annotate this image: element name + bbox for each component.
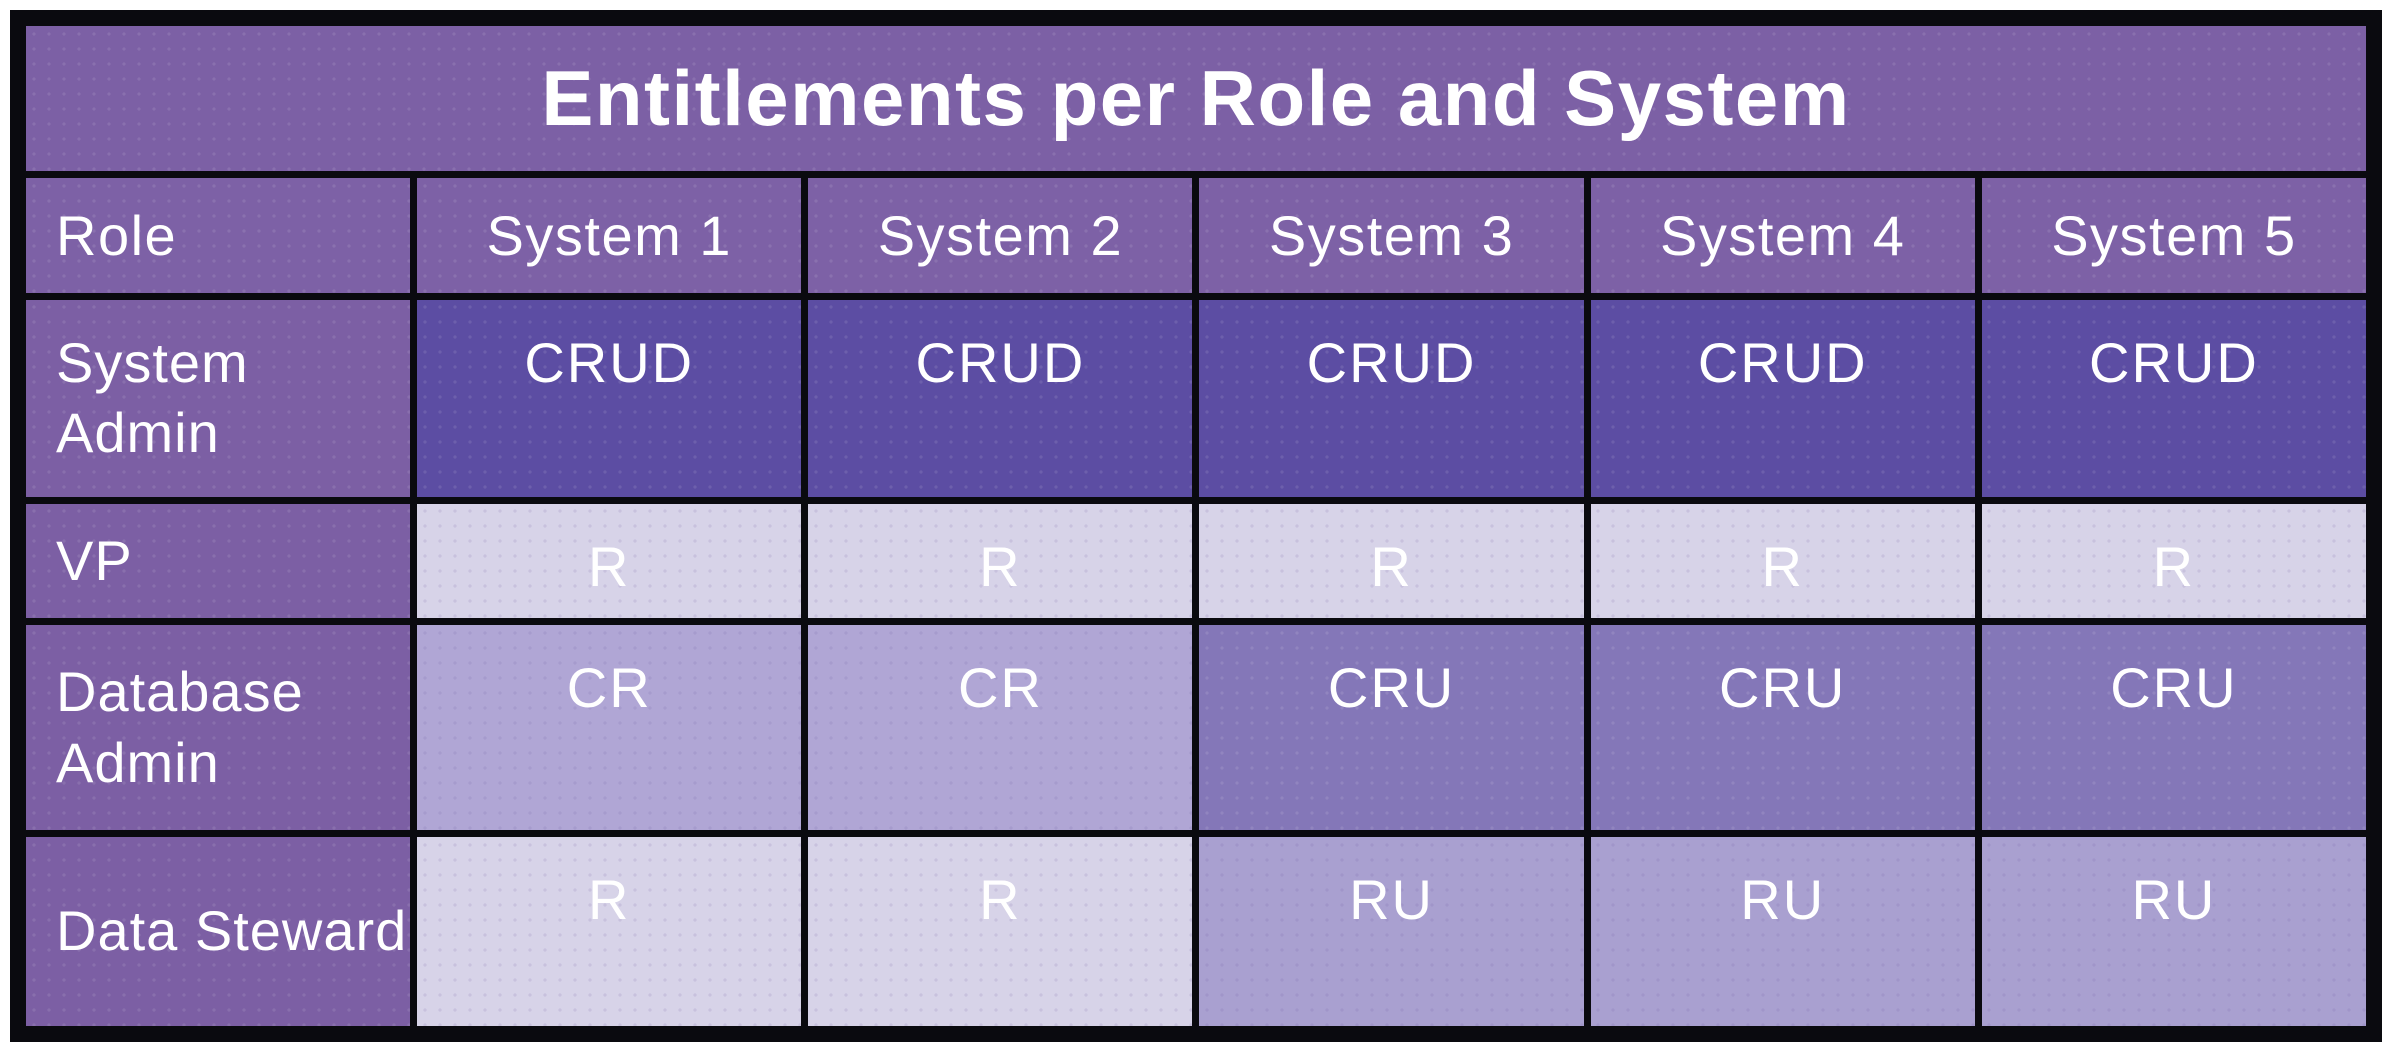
entitlement-cell-data-steward-system-4: RU — [1583, 830, 1982, 1033]
table-row-data-steward: Data Steward R R RU RU RU — [18, 830, 2374, 1033]
entitlement-cell-vp-system-1: R — [410, 496, 809, 626]
role-label-database-admin: Database Admin — [18, 618, 418, 838]
entitlement-cell-vp-system-5: R — [1974, 496, 2374, 626]
column-header-system-5: System 5 — [1974, 171, 2374, 300]
entitlement-cell-data-steward-system-5: RU — [1974, 830, 2374, 1033]
entitlement-cell-database-admin-system-4: CRU — [1583, 618, 1982, 838]
role-label-data-steward: Data Steward — [18, 830, 418, 1033]
entitlement-cell-system-admin-system-4: CRUD — [1583, 292, 1982, 504]
entitlement-cell-database-admin-system-2: CR — [801, 618, 1200, 838]
entitlement-cell-system-admin-system-3: CRUD — [1192, 292, 1591, 504]
column-header-row: Role System 1 System 2 System 3 System 4 Syst… — [18, 171, 2374, 300]
column-header-system-3: System 3 — [1192, 171, 1591, 300]
table-row-database-admin: Database Admin CR CR CRU CRU CRU — [18, 618, 2374, 838]
entitlement-cell-database-admin-system-3: CRU — [1192, 618, 1591, 838]
entitlement-cell-system-admin-system-1: CRUD — [410, 292, 809, 504]
entitlement-cell-system-admin-system-5: CRUD — [1974, 292, 2374, 504]
role-label-system-admin: System Admin — [18, 292, 418, 504]
entitlement-cell-vp-system-2: R — [801, 496, 1200, 626]
entitlement-cell-data-steward-system-3: RU — [1192, 830, 1591, 1033]
entitlement-cell-data-steward-system-2: R — [801, 830, 1200, 1033]
entitlement-cell-vp-system-4: R — [1583, 496, 1982, 626]
table-row-vp: VP R R R R R — [18, 496, 2374, 626]
table-title: Entitlements per Role and System — [19, 18, 2373, 179]
entitlement-cell-database-admin-system-1: CR — [410, 618, 809, 838]
entitlement-cell-system-admin-system-2: CRUD — [801, 292, 1200, 504]
column-header-role: Role — [18, 171, 418, 300]
title-row: Entitlements per Role and System — [19, 18, 2373, 179]
table-row-system-admin: System Admin CRUD CRUD CRUD CRUD CRUD — [18, 292, 2374, 504]
column-header-system-4: System 4 — [1583, 171, 1982, 300]
column-header-system-2: System 2 — [801, 171, 1200, 300]
entitlements-table-frame: Entitlements per Role and System Role Sys… — [10, 10, 2382, 1042]
entitlement-cell-data-steward-system-1: R — [410, 830, 809, 1033]
role-label-vp: VP — [18, 496, 418, 626]
entitlement-cell-vp-system-3: R — [1192, 496, 1591, 626]
entitlements-table: Entitlements per Role and System Role Sys… — [18, 18, 2374, 1033]
column-header-system-1: System 1 — [410, 171, 809, 300]
entitlement-cell-database-admin-system-5: CRU — [1974, 618, 2374, 838]
